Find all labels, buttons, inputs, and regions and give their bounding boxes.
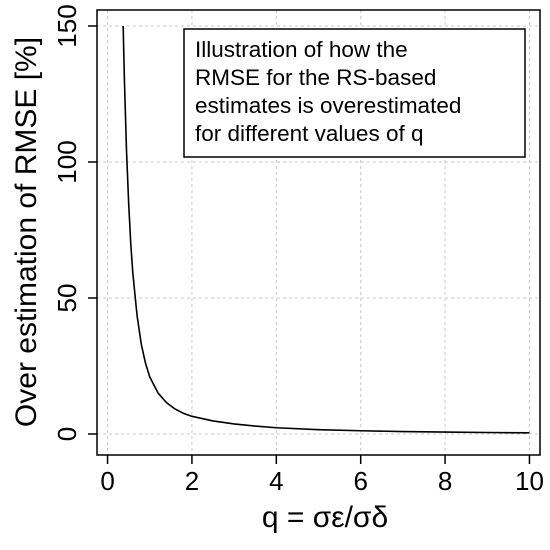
y-tick-label-0: 0 bbox=[52, 427, 82, 441]
x-tick-label-1: 2 bbox=[185, 466, 199, 496]
annotation-frame bbox=[183, 28, 526, 158]
annotation-line-1: Illustration of how the bbox=[195, 37, 408, 62]
series-line-0 bbox=[122, 25, 530, 434]
plot-frame bbox=[96, 9, 541, 456]
y-tick-label-3: 150 bbox=[52, 4, 82, 47]
x-tick-label-2: 4 bbox=[269, 466, 283, 496]
x-tick-label-3: 6 bbox=[353, 466, 367, 496]
annotation-box: Illustration of how the RMSE for the RS-… bbox=[183, 28, 526, 158]
x-axis: 0 2 4 6 8 10 bbox=[100, 455, 544, 496]
annotation-line-3: estimates is overestimated bbox=[195, 93, 461, 118]
y-tick-label-1: 50 bbox=[52, 284, 82, 313]
y-axis: 0 50 100 150 bbox=[52, 4, 97, 441]
annotation-line-4: for different values of q bbox=[195, 121, 423, 146]
series-layer bbox=[122, 25, 530, 434]
x-tick-label-5: 10 bbox=[515, 466, 544, 496]
x-tick-label-0: 0 bbox=[100, 466, 114, 496]
y-axis-label: Over estimation of RMSE [%] bbox=[10, 37, 43, 427]
y-tick-label-2: 100 bbox=[52, 140, 82, 183]
annotation-line-2: RMSE for the RS-based bbox=[195, 65, 436, 90]
x-axis-label: q = σε/σδ bbox=[262, 501, 388, 534]
x-tick-label-4: 8 bbox=[438, 466, 452, 496]
